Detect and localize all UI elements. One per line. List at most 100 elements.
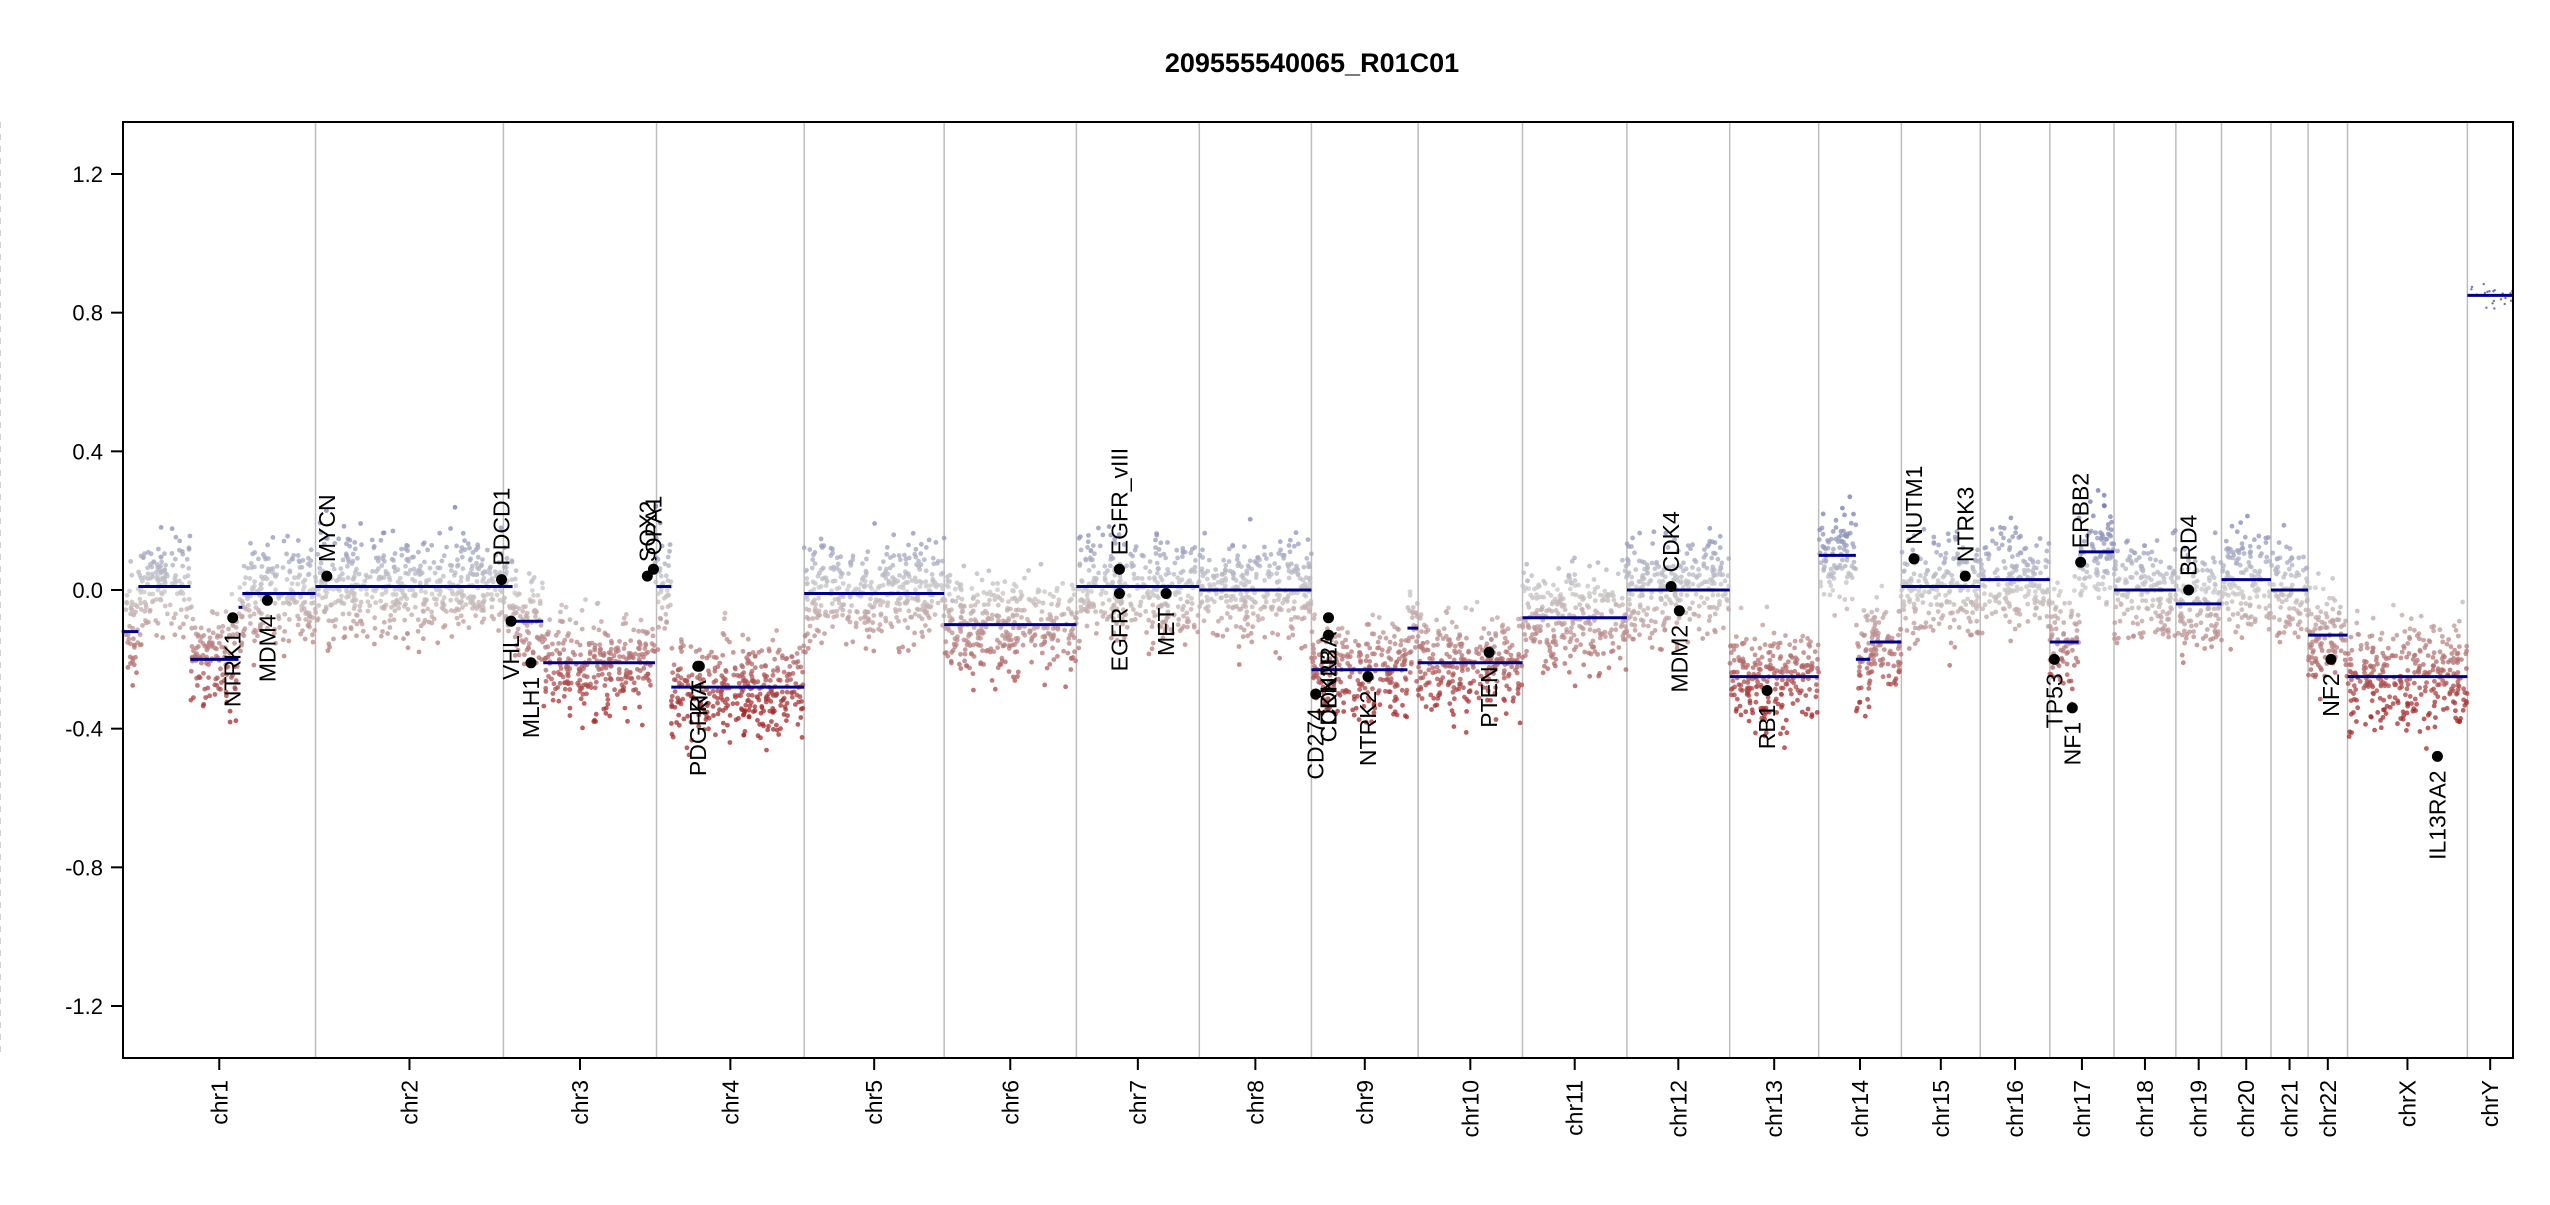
probe-point bbox=[1241, 598, 1246, 603]
probe-point bbox=[579, 696, 584, 701]
probe-point bbox=[1419, 629, 1424, 634]
probe-point bbox=[361, 629, 366, 634]
probe-point bbox=[1616, 645, 1621, 650]
probe-point bbox=[358, 604, 363, 609]
probe-point bbox=[1601, 651, 1606, 656]
probe-point bbox=[845, 617, 850, 622]
probe-point bbox=[438, 566, 443, 571]
probe-point bbox=[1921, 600, 1926, 605]
probe-point bbox=[1241, 634, 1246, 639]
probe-point bbox=[1636, 611, 1641, 616]
probe-point bbox=[1938, 553, 1943, 558]
probe-point bbox=[1380, 648, 1385, 653]
probe-point bbox=[1051, 594, 1056, 599]
probe-point bbox=[1874, 628, 1879, 633]
probe-point bbox=[247, 608, 252, 613]
probe-point bbox=[1302, 565, 1307, 570]
probe-point bbox=[736, 693, 741, 698]
probe-point bbox=[791, 671, 796, 676]
probe-point bbox=[1357, 650, 1362, 655]
probe-point bbox=[1358, 660, 1363, 665]
probe-point bbox=[1600, 598, 1605, 603]
probe-point bbox=[392, 617, 397, 622]
probe-point bbox=[443, 623, 448, 628]
probe-point bbox=[529, 580, 534, 585]
probe-point bbox=[1690, 600, 1695, 605]
probe-point bbox=[668, 542, 673, 547]
probe-point bbox=[481, 600, 486, 605]
probe-point bbox=[1453, 644, 1458, 649]
probe-point bbox=[751, 650, 756, 655]
probe-point bbox=[1863, 714, 1868, 719]
probe-point bbox=[1306, 537, 1311, 542]
probe-point bbox=[1139, 600, 1144, 605]
probe-point bbox=[1489, 637, 1494, 642]
probe-point bbox=[1348, 674, 1353, 679]
probe-point bbox=[453, 570, 458, 575]
probe-point bbox=[357, 608, 362, 613]
probe-point bbox=[504, 570, 509, 575]
probe-point bbox=[1633, 567, 1638, 572]
probe-point bbox=[664, 619, 669, 624]
probe-point bbox=[291, 553, 296, 558]
probe-point bbox=[1128, 601, 1133, 606]
probe-point bbox=[1532, 639, 1537, 644]
probe-point bbox=[625, 719, 630, 724]
probe-point bbox=[1224, 599, 1229, 604]
probe-point bbox=[1495, 615, 1500, 620]
probe-point bbox=[1552, 661, 1557, 666]
probe-point bbox=[392, 565, 397, 570]
probe-point bbox=[377, 575, 382, 580]
probe-point bbox=[925, 602, 930, 607]
probe-point bbox=[1843, 533, 1848, 538]
probe-point bbox=[1196, 613, 1201, 618]
probe-point bbox=[1609, 593, 1614, 598]
probe-point bbox=[1465, 667, 1470, 672]
probe-point bbox=[1146, 596, 1151, 601]
probe-point bbox=[784, 718, 789, 723]
probe-point bbox=[990, 678, 995, 683]
probe-point bbox=[1710, 568, 1715, 573]
probe-point bbox=[721, 631, 726, 636]
probe-point bbox=[1623, 612, 1628, 617]
probe-point bbox=[393, 635, 398, 640]
probe-point bbox=[1244, 610, 1249, 615]
probe-point bbox=[1674, 620, 1679, 625]
probe-point bbox=[1758, 661, 1763, 666]
probe-point bbox=[1090, 601, 1095, 606]
probe-point bbox=[1014, 608, 1019, 613]
probe-point bbox=[1180, 554, 1185, 559]
probe-point bbox=[1763, 642, 1768, 647]
probe-point bbox=[396, 606, 401, 611]
probe-point bbox=[1431, 643, 1436, 648]
probe-point bbox=[1286, 564, 1291, 569]
probe-point bbox=[839, 571, 844, 576]
probe-point bbox=[1760, 623, 1765, 628]
probe-point bbox=[785, 674, 790, 679]
probe-point bbox=[1153, 538, 1158, 543]
probe-point bbox=[1869, 610, 1874, 615]
probe-point bbox=[1288, 538, 1293, 543]
probe-point bbox=[1878, 658, 1883, 663]
probe-point bbox=[1754, 692, 1759, 697]
probe-point bbox=[1215, 573, 1220, 578]
probe-point bbox=[1758, 646, 1763, 651]
probe-point bbox=[213, 692, 218, 697]
probe-point bbox=[1147, 576, 1152, 581]
probe-point bbox=[229, 592, 234, 597]
probe-point bbox=[1129, 561, 1134, 566]
probe-point bbox=[1556, 611, 1561, 616]
probe-point bbox=[955, 580, 960, 585]
probe-point bbox=[331, 637, 336, 642]
probe-point bbox=[2045, 614, 2050, 619]
probe-point bbox=[1928, 602, 1933, 607]
probe-point bbox=[1768, 650, 1773, 655]
probe-point bbox=[1007, 643, 1012, 648]
probe-point bbox=[936, 559, 941, 564]
probe-point bbox=[422, 560, 427, 565]
probe-point bbox=[1158, 540, 1163, 545]
probe-point bbox=[234, 625, 239, 630]
probe-point bbox=[287, 568, 292, 573]
probe-point bbox=[1076, 646, 1081, 651]
probe-point bbox=[1426, 668, 1431, 673]
